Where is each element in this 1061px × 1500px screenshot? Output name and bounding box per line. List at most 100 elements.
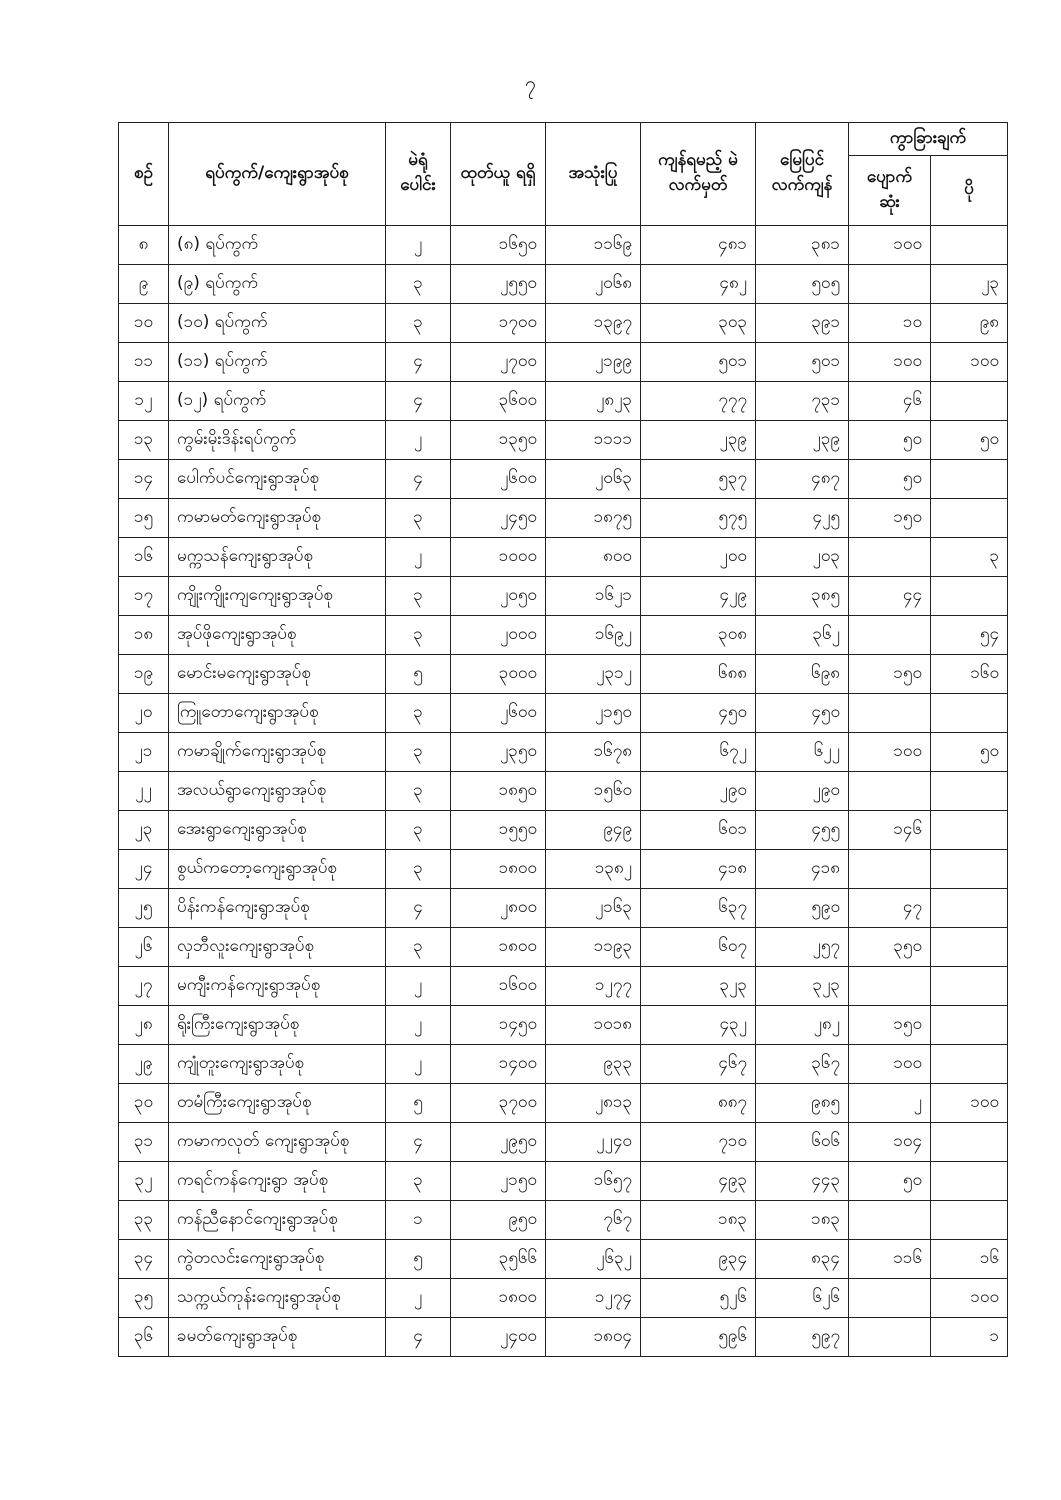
cell-extra bbox=[929, 1200, 1009, 1240]
cell-stations: ၂ bbox=[385, 537, 451, 577]
cell-extra bbox=[929, 576, 1009, 616]
cell-stations: ၁ bbox=[385, 1200, 451, 1240]
cell-received: ၂၀၅၀ bbox=[450, 576, 546, 616]
cell-name: အေးရွာကျေးရွာအုပ်စု bbox=[168, 810, 386, 850]
page-number: ၇ bbox=[524, 71, 537, 95]
cell-received: ၁၃၅၀ bbox=[450, 420, 546, 460]
cell-received: ၃၆၀၀ bbox=[450, 381, 546, 421]
cell-extra bbox=[929, 1161, 1009, 1201]
table-row: ၃၀ တမံကြီးကျေးရွာအုပ်စု၅၃၇၀၀ ၂၈၁၃ ၈၈၇ ၉၈၅၂၁၀… bbox=[118, 1083, 1009, 1123]
cell-remaining: ၃၀၃ bbox=[640, 303, 756, 343]
cell-name: ကွမ်းမိုးဒိန်းရပ်ကွက် bbox=[168, 420, 386, 460]
cell-serial: ၃၆ bbox=[118, 1317, 169, 1357]
cell-used: ၂၁၉၉ bbox=[545, 342, 641, 382]
cell-remaining: ၄၈၂ bbox=[640, 264, 756, 304]
cell-stations: ၂ bbox=[385, 966, 451, 1006]
cell-name: ကျုံတူးကျေးရွာအုပ်စု bbox=[168, 1044, 386, 1084]
cell-ground-balance: ၄၈၇ bbox=[755, 459, 849, 499]
cell-stations: ၃ bbox=[385, 615, 451, 655]
cell-stations: ၃ bbox=[385, 303, 451, 343]
cell-extra bbox=[929, 966, 1009, 1006]
cell-name: စွယ်ကတော့ကျေးရွာအုပ်စု bbox=[168, 849, 386, 889]
header-used: အသုံးပြု bbox=[545, 122, 641, 226]
cell-remaining: ၆၈၈ bbox=[640, 654, 756, 694]
cell-stations: ၂ bbox=[385, 1278, 451, 1318]
cell-used: ၂၀၆၈ bbox=[545, 264, 641, 304]
cell-serial: ၁၆ bbox=[118, 537, 169, 577]
cell-ground-balance: ၆၀၆ bbox=[755, 1122, 849, 1162]
cell-used: ၁၈၀၄ bbox=[545, 1317, 641, 1357]
cell-lost bbox=[848, 771, 931, 811]
cell-name: အုပ်ဖိုကျေးရွာအုပ်စု bbox=[168, 615, 386, 655]
cell-lost: ၅၀ bbox=[848, 1161, 931, 1201]
cell-remaining: ၆၀၇ bbox=[640, 927, 756, 967]
cell-stations: ၄ bbox=[385, 459, 451, 499]
cell-lost bbox=[848, 264, 931, 304]
cell-received: ၁၇၀၀ bbox=[450, 303, 546, 343]
cell-lost: ၄၆ bbox=[848, 381, 931, 421]
cell-used: ၂၃၁၂ bbox=[545, 654, 641, 694]
cell-ground-balance: ၂၈၂ bbox=[755, 1005, 849, 1045]
cell-lost: ၅၀ bbox=[848, 459, 931, 499]
table-row: ၁၁ (၁၁) ရပ်ကွက်၄၂၇၀၀ ၂၁၉၉ ၅၀၁ ၅၀၁ ၁၀၀ ၁၀၀ bbox=[118, 342, 1009, 382]
cell-extra bbox=[929, 927, 1009, 967]
header-lost: ပျောက် ဆုံး bbox=[848, 155, 931, 226]
cell-extra: ၅၀ bbox=[929, 420, 1009, 460]
cell-extra bbox=[929, 771, 1009, 811]
cell-used: ၂၁၅၀ bbox=[545, 693, 641, 733]
cell-name: (၁၂) ရပ်ကွက် bbox=[168, 381, 386, 421]
cell-extra: ၉၈ bbox=[929, 303, 1009, 343]
header-serial: စဉ် bbox=[118, 122, 169, 226]
cell-used: ၁၁၆၉ bbox=[545, 225, 641, 265]
table-row: ၃၁ ကမာကလုတ် ကျေးရွာအုပ်စု၄၂၉၅၀ ၂၂၄၀ ၇၁၀ ၆၀၆၁… bbox=[118, 1122, 1009, 1162]
table-row: ၁၉ မောင်းမကျေးရွာအုပ်စု၅၃၀၀၀ ၂၃၁၂ ၆၈၈ ၆၉၈ ၁၅၀… bbox=[118, 654, 1009, 694]
cell-used: ၁၆၇၈ bbox=[545, 732, 641, 772]
cell-ground-balance: ၆၉၈ bbox=[755, 654, 849, 694]
table-row: ၉ (၉) ရပ်ကွက်၃၂၅၅၀ ၂၀၆၈ ၄၈၂ ၅၀၅ ၂၃ bbox=[118, 264, 1009, 304]
cell-remaining: ၄၈၁ bbox=[640, 225, 756, 265]
cell-ground-balance: ၇၃၁ bbox=[755, 381, 849, 421]
cell-serial: ၃၄ bbox=[118, 1239, 169, 1279]
cell-used: ၂၂၄၀ bbox=[545, 1122, 641, 1162]
cell-serial: ၂၇ bbox=[118, 966, 169, 1006]
cell-received: ၂၇၀၀ bbox=[450, 342, 546, 382]
cell-serial: ၁၃ bbox=[118, 420, 169, 460]
table-row: ၃၄ ကွဲတလင်းကျေးရွာအုပ်စု၅၃၅၆၆ ၂၆၃၂ ၉၃၄ ၈၃၄ ၁၁… bbox=[118, 1239, 1009, 1279]
cell-name: ကန်ညီနောင်ကျေးရွာအုပ်စု bbox=[168, 1200, 386, 1240]
cell-stations: ၃ bbox=[385, 771, 451, 811]
cell-ground-balance: ၁၈၃ bbox=[755, 1200, 849, 1240]
cell-ground-balance: ၃၉၁ bbox=[755, 303, 849, 343]
cell-used: ၉၃၃ bbox=[545, 1044, 641, 1084]
table-row: ၂၈ ရိုးကြီးကျေးရွာအုပ်စု၂၁၄၅၀ ၁၀၁၈ ၄၃၂ ၂၈၂ ၁၅… bbox=[118, 1005, 1009, 1045]
cell-remaining: ၄၂၉ bbox=[640, 576, 756, 616]
cell-lost: ၁၅၀ bbox=[848, 498, 931, 538]
cell-serial: ၃၅ bbox=[118, 1278, 169, 1318]
cell-lost: ၁၄၆ bbox=[848, 810, 931, 850]
cell-ground-balance: ၂၃၉ bbox=[755, 420, 849, 460]
table-row: ၃၂ ကရင်ကန်ကျေးရွာ အုပ်စု၃၂၁၅၀ ၁၆၅၇ ၄၉၃ ၄၄၃ ၅၀ bbox=[118, 1161, 1009, 1201]
cell-serial: ၂၆ bbox=[118, 927, 169, 967]
cell-used: ၁၁၉၃ bbox=[545, 927, 641, 967]
cell-ground-balance: ၄၂၅ bbox=[755, 498, 849, 538]
cell-serial: ၂၃ bbox=[118, 810, 169, 850]
table-row: ၂၃ အေးရွာကျေးရွာအုပ်စု၃၁၅၅၀ ၉၄၉ ၆၀၁ ၄၅၅ ၁၄၆ bbox=[118, 810, 1009, 850]
cell-received: ၂၄၀၀ bbox=[450, 1317, 546, 1357]
table-row: ၈ (၈) ရပ်ကွက်၂၁၆၅၀ ၁၁၆၉ ၄၈၁ ၃၈၁ ၁၀၀ bbox=[118, 225, 1009, 265]
cell-received: ၂၃၅၀ bbox=[450, 732, 546, 772]
cell-used: ၁၂၇၄ bbox=[545, 1278, 641, 1318]
cell-lost: ၄၇ bbox=[848, 888, 931, 928]
cell-serial: ၁၁ bbox=[118, 342, 169, 382]
cell-stations: ၅ bbox=[385, 654, 451, 694]
cell-remaining: ၅၃၇ bbox=[640, 459, 756, 499]
cell-extra: ၅၀ bbox=[929, 732, 1009, 772]
table-row: ၃၆ ခမတ်ကျေးရွာအုပ်စု၄၂၄၀၀ ၁၈၀၄ ၅၉၆ ၅၉၇ ၁ bbox=[118, 1317, 1009, 1357]
cell-received: ၁၆၅၀ bbox=[450, 225, 546, 265]
cell-remaining: ၄၉၃ bbox=[640, 1161, 756, 1201]
cell-serial: ၃၃ bbox=[118, 1200, 169, 1240]
cell-remaining: ၄၁၈ bbox=[640, 849, 756, 889]
cell-lost: ၁၀၀ bbox=[848, 1044, 931, 1084]
cell-stations: ၃ bbox=[385, 264, 451, 304]
cell-remaining: ၁၈၃ bbox=[640, 1200, 756, 1240]
cell-extra bbox=[929, 1044, 1009, 1084]
cell-name: (၉) ရပ်ကွက် bbox=[168, 264, 386, 304]
